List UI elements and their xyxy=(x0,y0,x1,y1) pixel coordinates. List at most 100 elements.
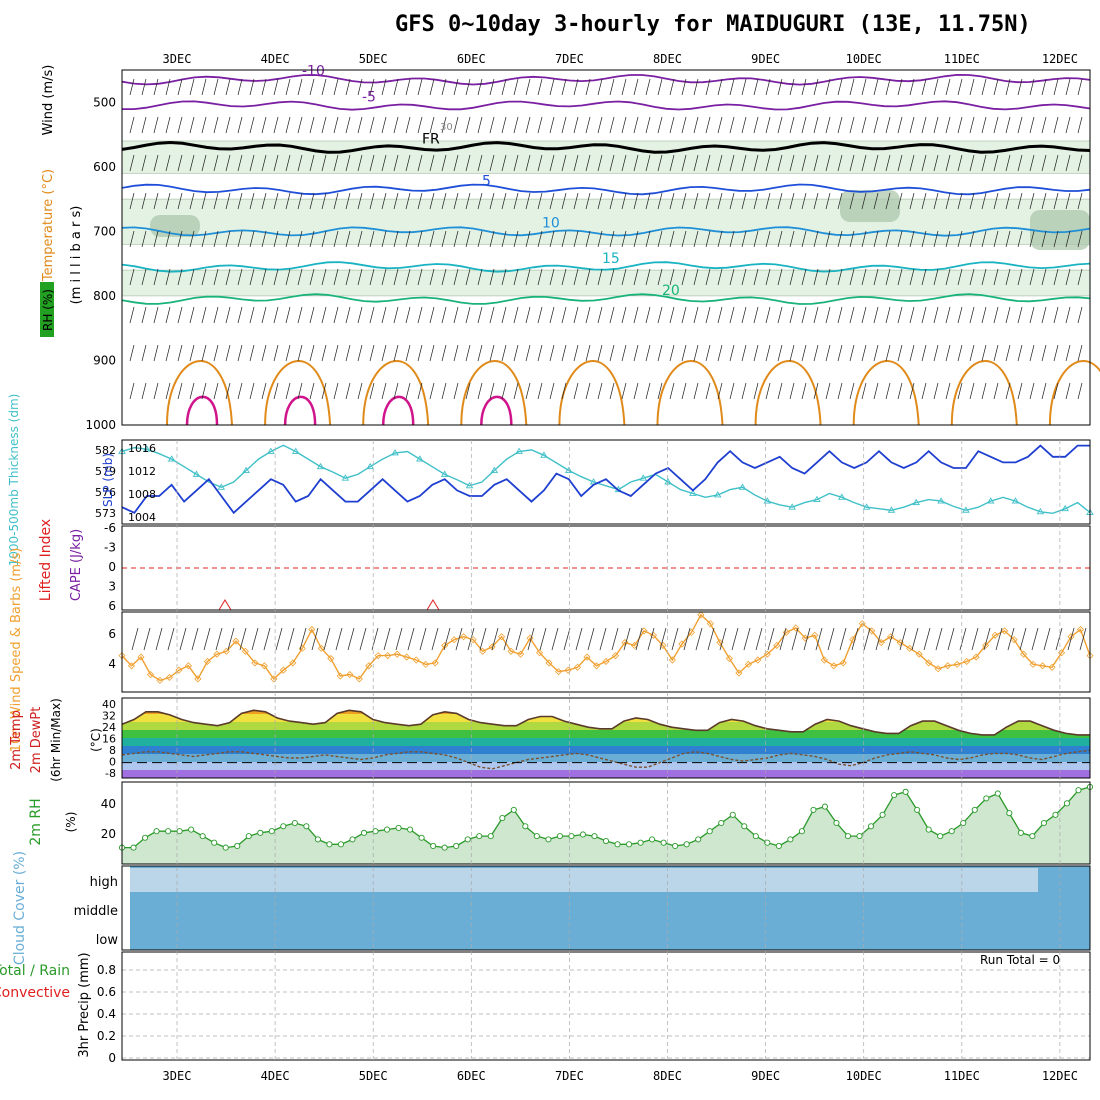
wind-speed-point xyxy=(915,650,923,658)
wind-barb xyxy=(645,192,651,210)
wind-barb xyxy=(285,78,291,96)
wind-barb xyxy=(453,78,459,96)
wind-barb xyxy=(165,154,171,172)
wind-barb xyxy=(525,382,531,400)
wind-barb xyxy=(969,230,975,248)
wind-barb xyxy=(165,192,171,210)
wind-barb xyxy=(597,78,603,96)
wind-barb xyxy=(861,230,867,248)
wind-barb xyxy=(453,116,459,134)
wind-barb xyxy=(549,382,555,400)
wind-barb xyxy=(837,268,843,286)
wind-barb xyxy=(717,116,723,134)
rh-patch xyxy=(840,190,900,222)
wind-speed-point xyxy=(583,653,591,661)
isotherm-label: -5 xyxy=(362,90,376,106)
wind-barb xyxy=(945,344,951,362)
wind-speed-point xyxy=(374,652,382,660)
cloud-level-label: high xyxy=(90,875,118,890)
wind-barb xyxy=(525,268,531,286)
wind-speed-point xyxy=(839,659,847,667)
wind-barb xyxy=(525,116,531,134)
wind-barb xyxy=(1029,382,1035,400)
rh2m-point xyxy=(1075,787,1082,794)
wind-barb xyxy=(585,154,591,172)
rh2m-point xyxy=(764,839,771,846)
isotherm xyxy=(121,183,1091,196)
wind-barb-10m xyxy=(275,627,283,651)
wind-barb xyxy=(129,78,135,96)
wind-barb-10m xyxy=(335,627,343,651)
wind-barb xyxy=(249,116,255,134)
isotherm-warm xyxy=(656,360,724,426)
wind-barb xyxy=(189,78,195,96)
slp-line xyxy=(121,444,1090,515)
wind-barb xyxy=(777,230,783,248)
wind-barb xyxy=(405,230,411,248)
wind-barb-10m xyxy=(899,627,907,651)
wind-barb xyxy=(693,116,699,134)
wind-speed-point xyxy=(517,650,525,658)
isotherm xyxy=(121,261,1091,273)
thickness-point xyxy=(242,466,250,473)
wind-barb xyxy=(1041,192,1047,210)
wind-speed-point xyxy=(279,666,287,674)
isotherm-label: -10 xyxy=(302,64,325,80)
wind-barb-10m xyxy=(911,627,919,651)
wind-barb xyxy=(417,230,423,248)
wind-barb-10m xyxy=(851,627,859,651)
x-tick-label-bottom: 12DEC xyxy=(1042,1069,1078,1083)
wind-barb xyxy=(777,192,783,210)
wind-speed-point xyxy=(241,647,249,655)
wind-barb xyxy=(525,344,531,362)
wind-barb xyxy=(213,78,219,96)
rh2m-point xyxy=(476,833,483,840)
wind-barb xyxy=(957,230,963,248)
wind-barb xyxy=(297,192,303,210)
wind-barb-10m xyxy=(1079,627,1087,651)
wind-barb xyxy=(621,268,627,286)
rh2m-point xyxy=(948,828,955,835)
wind-barb xyxy=(501,344,507,362)
li-point xyxy=(218,599,232,611)
wind-speed-point xyxy=(1038,662,1047,670)
wind-barb xyxy=(585,344,591,362)
wind-barb-10m xyxy=(959,627,967,651)
y-label-temp-unit: (°C) xyxy=(89,728,103,752)
isotherm-warm xyxy=(852,360,920,426)
wind-barb xyxy=(549,78,555,96)
wind-barb xyxy=(825,306,831,324)
wind-barb xyxy=(573,230,579,248)
wind-barb-10m xyxy=(383,627,391,651)
wind-barb xyxy=(189,116,195,134)
wind-barb xyxy=(921,78,927,96)
thickness-point xyxy=(267,447,275,454)
wind-barb xyxy=(249,268,255,286)
isotherm-label: FR xyxy=(422,131,440,147)
wind-barb xyxy=(729,116,735,134)
wind-barb xyxy=(417,78,423,96)
rh2m-point xyxy=(568,833,575,840)
wind-barb xyxy=(861,192,867,210)
rh2m-point xyxy=(165,828,172,835)
wind-speed-point xyxy=(146,670,155,679)
wind-barb xyxy=(573,116,579,134)
rh2m-point xyxy=(141,834,149,841)
wind-barb-10m xyxy=(1019,627,1027,651)
wind-barb xyxy=(693,382,699,400)
wind-barb xyxy=(693,230,699,248)
wind-barb xyxy=(753,154,759,172)
panel-frame xyxy=(121,951,1091,1061)
wind-barb xyxy=(1077,230,1083,248)
wind-barb xyxy=(153,154,159,172)
wind-barb xyxy=(597,192,603,210)
wind-barb xyxy=(177,230,183,248)
wind-speed-point xyxy=(706,620,714,628)
wind-barb xyxy=(189,192,195,210)
wind-barb xyxy=(381,382,387,400)
wind-barb xyxy=(633,306,639,324)
temp-colour-band xyxy=(122,738,1090,746)
wind-barb xyxy=(489,154,495,172)
wind-barb xyxy=(189,154,195,172)
wind-barb xyxy=(897,116,903,134)
